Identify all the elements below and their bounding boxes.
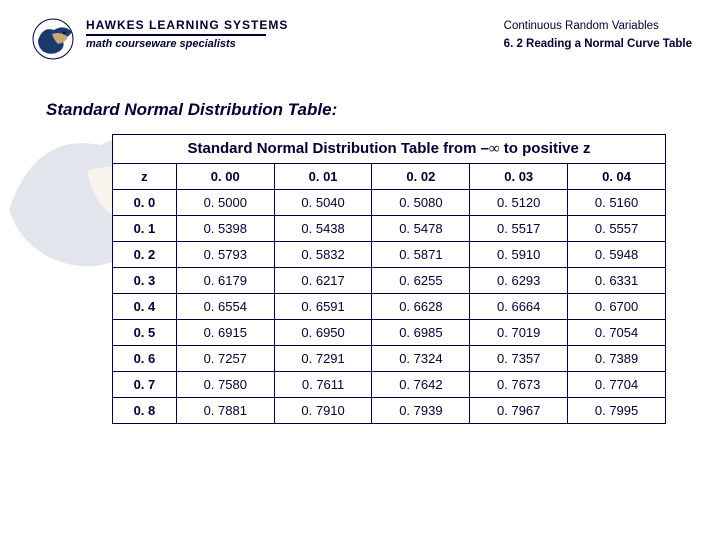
cell-z: 0. 6 [113, 346, 177, 372]
cell: 0. 5832 [274, 242, 372, 268]
cell: 0. 7054 [568, 320, 666, 346]
cell: 0. 7019 [470, 320, 568, 346]
table-header-row: z 0. 00 0. 01 0. 02 0. 03 0. 04 [113, 164, 666, 190]
cell: 0. 5793 [176, 242, 274, 268]
cell: 0. 7257 [176, 346, 274, 372]
header-right: Continuous Random Variables 6. 2 Reading… [504, 18, 692, 50]
cell: 0. 7611 [274, 372, 372, 398]
cell-z: 0. 1 [113, 216, 177, 242]
cell: 0. 6331 [568, 268, 666, 294]
cell: 0. 5478 [372, 216, 470, 242]
col-header-z: z [113, 164, 177, 190]
cell: 0. 5910 [470, 242, 568, 268]
col-header: 0. 00 [176, 164, 274, 190]
cell-z: 0. 0 [113, 190, 177, 216]
cell: 0. 6217 [274, 268, 372, 294]
cell: 0. 7967 [470, 398, 568, 424]
col-header: 0. 02 [372, 164, 470, 190]
cell-z: 0. 5 [113, 320, 177, 346]
hawk-logo-icon [28, 18, 78, 60]
cell: 0. 5557 [568, 216, 666, 242]
cell: 0. 7881 [176, 398, 274, 424]
cell: 0. 5398 [176, 216, 274, 242]
cell: 0. 6664 [470, 294, 568, 320]
table-row: 0. 8 0. 7881 0. 7910 0. 7939 0. 7967 0. … [113, 398, 666, 424]
cell: 0. 6591 [274, 294, 372, 320]
cell-z: 0. 4 [113, 294, 177, 320]
table-row: 0. 0 0. 5000 0. 5040 0. 5080 0. 5120 0. … [113, 190, 666, 216]
col-header: 0. 01 [274, 164, 372, 190]
cell: 0. 5120 [470, 190, 568, 216]
caption-prefix: Standard Normal Distribution Table from … [188, 140, 489, 157]
cell: 0. 5000 [176, 190, 274, 216]
cell: 0. 5517 [470, 216, 568, 242]
cell: 0. 7389 [568, 346, 666, 372]
table-row: 0. 7 0. 7580 0. 7611 0. 7642 0. 7673 0. … [113, 372, 666, 398]
cell: 0. 6179 [176, 268, 274, 294]
cell: 0. 5948 [568, 242, 666, 268]
table-row: 0. 1 0. 5398 0. 5438 0. 5478 0. 5517 0. … [113, 216, 666, 242]
section-title: Standard Normal Distribution Table: [46, 100, 720, 120]
cell: 0. 5438 [274, 216, 372, 242]
cell: 0. 7910 [274, 398, 372, 424]
cell: 0. 5871 [372, 242, 470, 268]
cell: 0. 6293 [470, 268, 568, 294]
topic-label: Continuous Random Variables [504, 20, 692, 32]
cell: 0. 6915 [176, 320, 274, 346]
cell: 0. 7939 [372, 398, 470, 424]
cell: 0. 6700 [568, 294, 666, 320]
cell: 0. 5160 [568, 190, 666, 216]
table-container: Standard Normal Distribution Table from … [112, 134, 666, 424]
cell: 0. 5040 [274, 190, 372, 216]
section-label: 6. 2 Reading a Normal Curve Table [504, 38, 692, 50]
cell: 0. 7673 [470, 372, 568, 398]
col-header: 0. 04 [568, 164, 666, 190]
table-caption: Standard Normal Distribution Table from … [112, 134, 666, 163]
cell: 0. 6985 [372, 320, 470, 346]
header: HAWKES LEARNING SYSTEMS math courseware … [0, 0, 720, 60]
cell: 0. 6950 [274, 320, 372, 346]
table-row: 0. 5 0. 6915 0. 6950 0. 6985 0. 7019 0. … [113, 320, 666, 346]
table-row: 0. 6 0. 7257 0. 7291 0. 7324 0. 7357 0. … [113, 346, 666, 372]
col-header: 0. 03 [470, 164, 568, 190]
cell: 0. 5080 [372, 190, 470, 216]
cell-z: 0. 3 [113, 268, 177, 294]
cell: 0. 7580 [176, 372, 274, 398]
cell: 0. 7642 [372, 372, 470, 398]
cell: 0. 6554 [176, 294, 274, 320]
cell: 0. 6255 [372, 268, 470, 294]
table-body: 0. 0 0. 5000 0. 5040 0. 5080 0. 5120 0. … [113, 190, 666, 424]
caption-mid: to positive z [500, 140, 591, 157]
table-row: 0. 2 0. 5793 0. 5832 0. 5871 0. 5910 0. … [113, 242, 666, 268]
brand-rule [86, 34, 266, 36]
cell: 0. 6628 [372, 294, 470, 320]
cell: 0. 7357 [470, 346, 568, 372]
cell-z: 0. 8 [113, 398, 177, 424]
table-row: 0. 4 0. 6554 0. 6591 0. 6628 0. 6664 0. … [113, 294, 666, 320]
brand-block: HAWKES LEARNING SYSTEMS math courseware … [86, 18, 504, 50]
cell: 0. 7324 [372, 346, 470, 372]
table-row: 0. 3 0. 6179 0. 6217 0. 6255 0. 6293 0. … [113, 268, 666, 294]
brand-title: HAWKES LEARNING SYSTEMS [86, 18, 504, 32]
cell: 0. 7291 [274, 346, 372, 372]
cell-z: 0. 7 [113, 372, 177, 398]
cell-z: 0. 2 [113, 242, 177, 268]
cell: 0. 7704 [568, 372, 666, 398]
brand-subtitle: math courseware specialists [86, 38, 504, 50]
cell: 0. 7995 [568, 398, 666, 424]
normal-distribution-table: Standard Normal Distribution Table from … [112, 134, 666, 424]
